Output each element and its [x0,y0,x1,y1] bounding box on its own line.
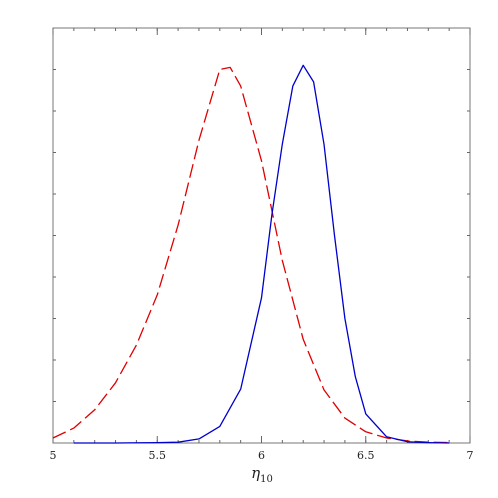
x-axis-label: η10 [251,464,273,485]
data-line [73,64,450,444]
x-tick-label: 6.5 [357,449,375,462]
x-label-symbol: η [251,464,260,482]
x-tick-label: 7 [467,449,474,462]
x-label-subscript: 10 [260,474,273,485]
x-tick-label: 5 [50,449,57,462]
x-tick-label: 6 [258,449,265,462]
plot-frame [52,27,471,444]
x-tick-label: 5.5 [149,449,167,462]
data-line [52,66,450,444]
